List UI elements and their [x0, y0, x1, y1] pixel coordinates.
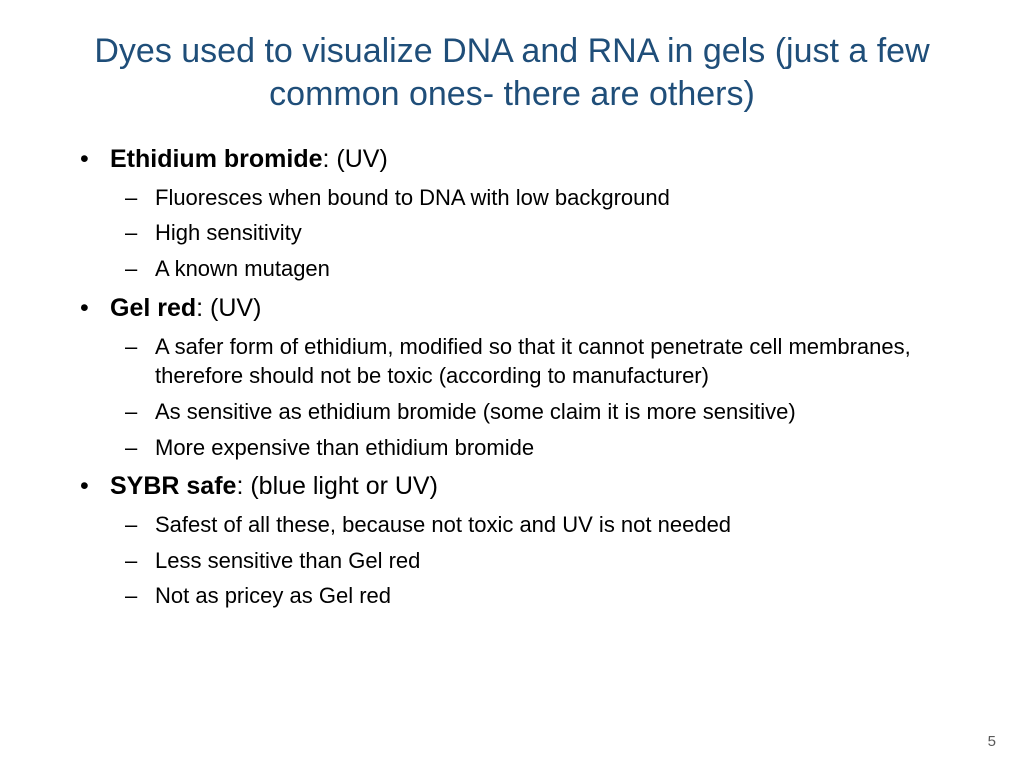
body-list: Ethidium bromide: (UV) Fluoresces when b…: [70, 143, 954, 611]
list-subitem: Less sensitive than Gel red: [70, 546, 954, 576]
page-number: 5: [988, 733, 996, 750]
dye-name: SYBR safe: [110, 472, 236, 500]
list-subitem: A known mutagen: [70, 254, 954, 284]
list-subitem: Not as pricey as Gel red: [70, 581, 954, 611]
list-subitem: High sensitivity: [70, 218, 954, 248]
list-subitem: More expensive than ethidium bromide: [70, 433, 954, 463]
list-item: SYBR safe: (blue light or UV): [70, 470, 954, 504]
list-subitem: Safest of all these, because not toxic a…: [70, 510, 954, 540]
slide-container: Dyes used to visualize DNA and RNA in ge…: [0, 0, 1024, 768]
list-subitem: Fluoresces when bound to DNA with low ba…: [70, 183, 954, 213]
list-subitem: As sensitive as ethidium bromide (some c…: [70, 397, 954, 427]
list-subitem: A safer form of ethidium, modified so th…: [70, 332, 954, 391]
dye-name: Gel red: [110, 294, 196, 322]
list-item: Ethidium bromide: (UV): [70, 143, 954, 177]
slide-title: Dyes used to visualize DNA and RNA in ge…: [70, 30, 954, 115]
dye-suffix: : (UV): [196, 294, 261, 322]
list-item: Gel red: (UV): [70, 292, 954, 326]
dye-name: Ethidium bromide: [110, 145, 323, 173]
dye-suffix: : (blue light or UV): [236, 472, 437, 500]
dye-suffix: : (UV): [323, 145, 388, 173]
